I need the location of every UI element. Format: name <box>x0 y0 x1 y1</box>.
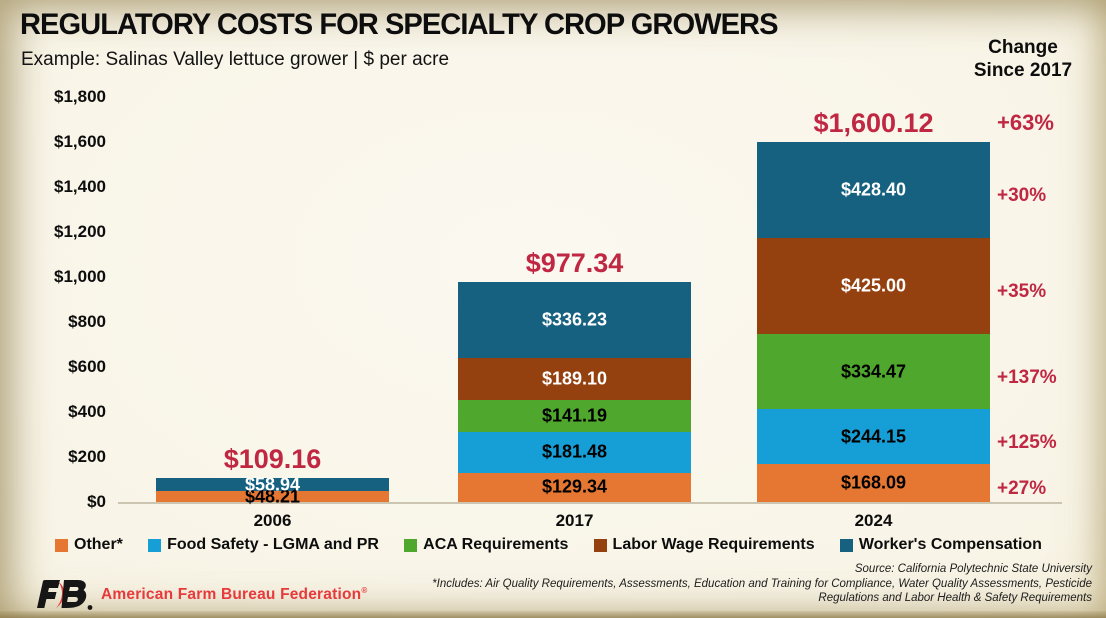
legend-swatch-icon <box>839 538 853 552</box>
footnote: *Includes: Air Quality Requirements, Ass… <box>432 577 1092 605</box>
bar-segment <box>458 357 691 401</box>
bar-segment <box>757 333 990 410</box>
bar-segment <box>757 238 990 334</box>
segment-value-label: $334.47 <box>840 361 907 382</box>
segment-value-label: $428.40 <box>840 179 907 200</box>
change-header-line1: Change <box>988 37 1058 58</box>
segment-value-label: $181.48 <box>541 441 608 462</box>
bar-total-label: $1,600.12 <box>813 107 934 138</box>
segment-value-label: $425.00 <box>840 275 907 296</box>
legend-label: Worker's Compensation <box>858 536 1042 553</box>
bar-total-label: $977.34 <box>525 248 624 279</box>
chart-notes: Source: California Polytechnic State Uni… <box>396 562 1092 606</box>
segment-value-label: $244.15 <box>840 426 907 447</box>
source-note: Source: California Polytechnic State Uni… <box>854 563 1092 575</box>
legend-label: ACA Requirements <box>423 536 569 553</box>
y-axis-tick-label: $800 <box>68 312 106 331</box>
x-axis-year-label: 2006 <box>253 511 292 530</box>
y-axis-tick-label: $600 <box>68 357 106 376</box>
legend-label: Food Safety - LGMA and PR <box>167 536 379 553</box>
bar-segment <box>458 282 691 358</box>
legend-item: ACA Requirements <box>404 536 568 554</box>
x-axis-line <box>118 502 1062 504</box>
afbf-logo-text: American Farm Bureau Federation® <box>101 585 368 604</box>
change-percent-label: +30% <box>997 185 1047 207</box>
bar-segment <box>156 477 389 492</box>
segment-value-label: $168.09 <box>840 472 907 493</box>
change-header-line2: Since 2017 <box>973 60 1073 81</box>
segment-value-label: $58.94 <box>244 474 301 495</box>
y-axis-tick-label: $200 <box>68 447 106 466</box>
y-axis-tick-label: $1,200 <box>54 222 106 241</box>
segment-value-label: $189.10 <box>541 368 608 389</box>
trademark-symbol: ® <box>361 585 368 595</box>
legend-item: Other* <box>55 536 123 554</box>
page-bottom-edge <box>0 611 1106 618</box>
legend-swatch-icon <box>593 538 607 552</box>
change-percent-label: +35% <box>997 281 1047 303</box>
legend-item: Labor Wage Requirements <box>593 536 815 554</box>
page-subtitle: Example: Salinas Valley lettuce grower |… <box>21 49 450 70</box>
chart-legend: Other* Food Safety - LGMA and PR ACA Requi… <box>55 536 1042 554</box>
segment-value-label: $129.34 <box>541 476 608 497</box>
x-axis-year-label: 2024 <box>854 511 893 530</box>
x-axis-year-label: 2017 <box>555 511 594 530</box>
y-axis-tick-label: $1,600 <box>54 132 106 151</box>
change-percent-label: +27% <box>997 478 1047 500</box>
bar-segment <box>458 472 691 502</box>
y-axis-tick-label: $1,000 <box>54 267 106 286</box>
legend-swatch-icon <box>404 538 418 552</box>
legend-swatch-icon <box>148 538 162 552</box>
segment-value-label: $336.23 <box>541 309 608 330</box>
legend-item: Worker's Compensation <box>839 536 1042 554</box>
bar-segment <box>458 400 691 433</box>
page-title: REGULATORY COSTS FOR SPECIALTY CROP GROW… <box>20 8 779 41</box>
change-percent-label: +137% <box>997 366 1057 388</box>
bar-segment <box>757 464 990 502</box>
afbf-logo-icon <box>37 580 93 610</box>
bar-segment <box>757 141 990 239</box>
afbf-logo: American Farm Bureau Federation® <box>33 578 367 612</box>
legend-swatch-icon <box>55 538 68 552</box>
segment-value-label: $48.21 <box>244 486 301 507</box>
bar-total-label: $109.16 <box>223 443 322 474</box>
bar-segment <box>156 491 389 502</box>
legend-label: Labor Wage Requirements <box>612 536 815 553</box>
y-axis-tick-label: $1,800 <box>54 87 106 106</box>
bar-segment <box>458 432 691 473</box>
y-axis-tick-label: $1,400 <box>54 177 106 196</box>
change-percent-label: +125% <box>997 431 1057 453</box>
segment-value-label: $141.19 <box>541 405 608 426</box>
change-since-2017-header: Change Since 2017 <box>966 36 1080 82</box>
change-total-label: +63% <box>997 109 1054 135</box>
bar-segment <box>757 409 990 465</box>
legend-label: Other* <box>74 536 123 553</box>
y-axis-tick-label: $0 <box>87 492 106 511</box>
y-axis-tick-label: $400 <box>68 402 106 421</box>
legend-item: Food Safety - LGMA and PR <box>148 536 379 554</box>
